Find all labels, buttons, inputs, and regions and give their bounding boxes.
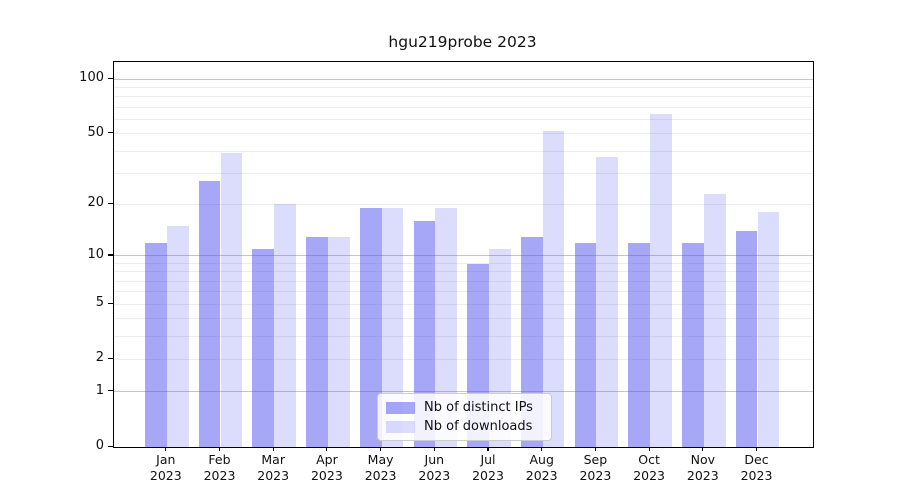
y-tick-label-10: 10: [87, 246, 104, 262]
gridline-80: [114, 96, 813, 98]
gridline-8: [114, 271, 813, 273]
y-tick-mark-0: [108, 445, 113, 447]
bar-ips-oct: [628, 242, 651, 447]
chart-title: hgu219probe 2023: [388, 33, 537, 51]
legend-swatch-distinct-ips-icon: [386, 401, 415, 414]
y-tick-mark-5: [108, 302, 113, 304]
gridline-20: [114, 203, 813, 205]
x-tick-label-jul: Jul 2023: [472, 452, 504, 483]
gridline-4: [114, 318, 813, 320]
bar-downloads-may: [381, 208, 404, 447]
y-tick-mark-100: [108, 77, 113, 79]
y-tick-label-100: 100: [79, 70, 104, 86]
x-tick-mark-jan: [165, 447, 167, 451]
bar-ips-dec: [735, 231, 758, 447]
gridline-50: [114, 133, 813, 135]
bar-downloads-aug: [542, 130, 565, 447]
bar-ips-feb: [198, 181, 221, 447]
bar-downloads-apr: [327, 236, 350, 447]
gridline-7: [114, 280, 813, 282]
y-tick-label-0: 0: [95, 438, 104, 453]
bar-downloads-nov: [703, 193, 726, 447]
gridline-2: [114, 358, 813, 360]
x-tick-label-oct: Oct 2023: [633, 452, 665, 483]
x-tick-mark-jun: [433, 447, 435, 451]
gridline-100: [114, 78, 813, 80]
y-tick-mark-2: [108, 357, 113, 360]
bar-downloads-jun: [435, 208, 458, 447]
gridline-6: [114, 291, 813, 293]
gridline-10: [114, 255, 813, 257]
bar-downloads-mar: [274, 204, 296, 447]
y-tick-label-5: 5: [95, 295, 104, 311]
legend: Nb of distinct IPs Nb of downloads: [377, 393, 552, 441]
bar-downloads-feb: [220, 153, 243, 447]
x-tick-label-aug: Aug 2023: [525, 452, 558, 483]
bar-ips-sep: [574, 242, 597, 447]
legend-label-downloads: Nb of downloads: [424, 418, 533, 434]
gridline-40: [114, 150, 813, 152]
x-tick-label-mar: Mar 2023: [257, 452, 290, 483]
bar-downloads-dec: [757, 212, 780, 447]
gridline-70: [114, 106, 813, 108]
gridline-5: [114, 303, 813, 305]
gridline-30: [114, 172, 813, 174]
x-tick-label-jan: Jan 2023: [149, 452, 182, 483]
x-tick-label-may: May 2023: [364, 452, 397, 483]
bar-ips-mar: [252, 248, 275, 447]
legend-label-distinct-ips: Nb of distinct IPs: [424, 399, 533, 415]
gridline-60: [114, 118, 813, 120]
x-tick-label-apr: Apr 2023: [310, 452, 343, 483]
legend-item-distinct-ips: Nb of distinct IPs: [386, 399, 543, 415]
legend-item-downloads: Nb of downloads: [386, 418, 543, 434]
x-tick-label-sep: Sep 2023: [579, 452, 612, 483]
plot-area: [113, 61, 814, 448]
x-tick-mark-apr: [326, 447, 328, 451]
gridline-3: [114, 336, 813, 338]
bar-ips-nov: [682, 242, 704, 447]
gridline-9: [114, 263, 813, 264]
gridline-1: [114, 391, 813, 393]
x-tick-mark-feb: [218, 447, 221, 451]
bar-ips-may: [359, 208, 382, 447]
y-tick-label-1: 1: [95, 382, 104, 398]
x-tick-mark-nov: [702, 447, 704, 451]
y-tick-mark-1: [108, 390, 113, 392]
x-tick-label-jun: Jun 2023: [418, 452, 451, 483]
bar-downloads-sep: [596, 157, 619, 447]
legend-swatch-downloads-icon: [386, 420, 415, 433]
x-tick-mark-jul: [487, 447, 489, 451]
y-tick-mark-50: [108, 132, 113, 134]
bar-ips-jun: [413, 221, 436, 447]
x-tick-mark-aug: [541, 447, 543, 451]
x-tick-label-dec: Dec 2023: [740, 452, 773, 483]
gridline-90: [114, 87, 813, 89]
y-tick-label-50: 50: [87, 124, 104, 140]
x-tick-mark-may: [380, 447, 382, 451]
x-tick-mark-mar: [272, 447, 274, 451]
x-tick-label-nov: Nov 2023: [686, 452, 719, 483]
x-tick-mark-dec: [755, 447, 758, 451]
bar-ips-jan: [145, 242, 167, 447]
x-tick-label-feb: Feb 2023: [203, 452, 236, 483]
bar-downloads-oct: [650, 114, 672, 447]
y-tick-label-2: 2: [95, 350, 104, 366]
y-tick-mark-10: [108, 254, 113, 256]
x-tick-mark-oct: [648, 447, 650, 451]
y-tick-mark-20: [108, 202, 113, 205]
bar-ips-apr: [306, 236, 328, 447]
bar-downloads-jan: [166, 226, 189, 447]
x-tick-mark-sep: [594, 447, 596, 451]
y-tick-label-20: 20: [87, 195, 104, 211]
